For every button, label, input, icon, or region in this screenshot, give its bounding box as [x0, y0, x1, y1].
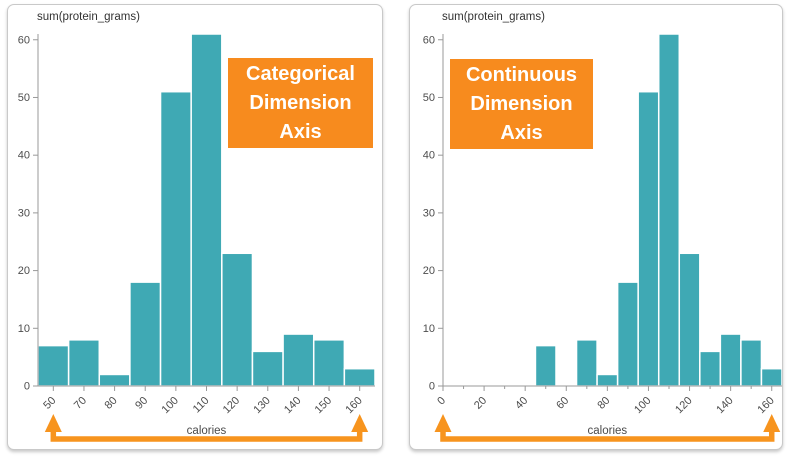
y-tick-label: 10	[423, 323, 435, 335]
x-tick-label: 110	[191, 395, 212, 416]
y-tick-label: 0	[24, 381, 30, 393]
x-tick-label: 50	[41, 395, 58, 412]
arrowhead-right	[351, 414, 369, 432]
bar[interactable]	[159, 90, 192, 387]
bar[interactable]	[740, 339, 763, 387]
x-tick-label: 80	[595, 395, 612, 412]
x-tick-label: 150	[313, 395, 334, 416]
arrowhead-right	[763, 414, 781, 432]
bar[interactable]	[37, 344, 70, 387]
callout-line: Continuous	[465, 63, 578, 86]
x-tick-label: 80	[103, 395, 120, 412]
x-tick-label: 160	[755, 395, 776, 416]
callout-line: Dimension	[470, 92, 573, 115]
y-axis-title: sum(protein_grams)	[37, 11, 140, 23]
x-tick-label: 60	[554, 395, 571, 412]
y-tick-label: 40	[18, 150, 30, 162]
arrowhead-left	[44, 414, 62, 432]
bar[interactable]	[596, 373, 619, 387]
callout-line: Dimension	[249, 91, 352, 114]
x-tick-label: 120	[221, 395, 242, 416]
bar[interactable]	[616, 281, 639, 387]
y-tick-label: 20	[18, 265, 30, 277]
x-tick-label: 90	[133, 395, 150, 412]
bar[interactable]	[657, 33, 681, 387]
categorical-chart-card: 0 10 20 30 40 50 60 50 70 80 90 100 110 120 130 140 150 1…	[7, 4, 383, 450]
x-tick-label: 70	[72, 395, 89, 412]
callout-line: Axis	[500, 121, 543, 144]
x-tick-label: 130	[251, 395, 272, 416]
bar[interactable]	[282, 333, 315, 387]
y-tick-label: 30	[423, 207, 435, 219]
bar[interactable]	[98, 373, 131, 387]
bar[interactable]	[534, 344, 557, 387]
x-axis-range-arrow	[440, 430, 775, 442]
y-tick-label: 50	[423, 92, 435, 104]
bar[interactable]	[67, 339, 101, 387]
x-axis-label: calories	[187, 425, 227, 437]
x-tick-label: 100	[160, 395, 181, 416]
callout-line: Categorical	[246, 62, 355, 85]
bar[interactable]	[251, 350, 284, 387]
bar[interactable]	[129, 281, 162, 387]
bar[interactable]	[312, 339, 346, 387]
continuous-axis-callout: Continuous Dimension Axis	[450, 59, 593, 149]
callout-line: Axis	[279, 120, 322, 143]
categorical-histogram: 0 10 20 30 40 50 60 50 70 80 90 100 110 120 130 140 150 1…	[18, 11, 376, 442]
bar[interactable]	[678, 252, 701, 387]
y-tick-label: 20	[423, 265, 435, 277]
y-tick-label: 40	[423, 150, 435, 162]
x-tick-label: 140	[282, 395, 303, 416]
y-tick-label: 50	[18, 92, 30, 104]
x-tick-label: 0	[435, 395, 448, 408]
bar[interactable]	[637, 90, 660, 387]
categorical-axis-callout: Categorical Dimension Axis	[228, 58, 373, 148]
arrowhead-left	[434, 414, 452, 432]
y-axis-title: sum(protein_grams)	[442, 11, 545, 23]
x-tick-label: 40	[513, 395, 530, 412]
y-tick-label: 0	[429, 381, 435, 393]
bar[interactable]	[221, 252, 254, 387]
x-tick-label: 100	[632, 395, 653, 416]
continuous-chart-card: 0 10 20 30 40 50 60 0 20 40 60 80 100 120 140 160 sum(pr…	[409, 4, 783, 450]
x-axis-label: calories	[588, 425, 628, 437]
bar[interactable]	[699, 350, 722, 387]
bar[interactable]	[575, 339, 598, 387]
y-tick-label: 10	[18, 323, 30, 335]
x-tick-label: 20	[472, 395, 489, 412]
x-tick-label: 120	[673, 395, 694, 416]
bar[interactable]	[343, 367, 376, 387]
continuous-histogram: 0 10 20 30 40 50 60 0 20 40 60 80 100 120 140 160 sum(pr…	[423, 11, 782, 442]
y-tick-label: 60	[423, 34, 435, 46]
x-axis-range-arrow	[50, 430, 363, 442]
bar[interactable]	[719, 333, 742, 387]
x-tick-label: 140	[714, 395, 735, 416]
bar[interactable]	[190, 33, 223, 387]
bar[interactable]	[760, 367, 782, 387]
x-tick-label: 160	[343, 395, 364, 416]
y-tick-label: 30	[18, 207, 30, 219]
y-tick-label: 60	[18, 34, 30, 46]
